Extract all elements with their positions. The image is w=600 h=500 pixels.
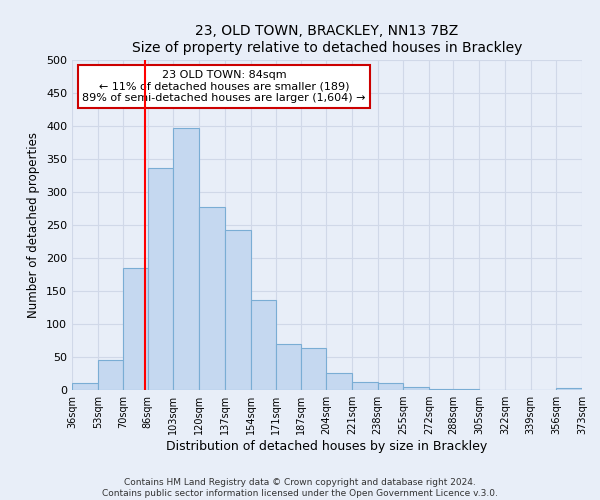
- Bar: [124, 268, 148, 390]
- Bar: [377, 384, 403, 390]
- Bar: [225, 230, 251, 390]
- Bar: [199, 207, 225, 390]
- X-axis label: Distribution of detached houses by size in Brackley: Distribution of detached houses by size …: [166, 440, 488, 453]
- Title: 23, OLD TOWN, BRACKLEY, NN13 7BZ
Size of property relative to detached houses in: 23, OLD TOWN, BRACKLEY, NN13 7BZ Size of…: [132, 24, 522, 54]
- Bar: [301, 348, 326, 390]
- Bar: [98, 360, 124, 390]
- Bar: [352, 382, 377, 390]
- Bar: [251, 300, 277, 390]
- Y-axis label: Number of detached properties: Number of detached properties: [28, 132, 40, 318]
- Bar: [454, 388, 479, 390]
- Bar: [277, 344, 301, 390]
- Bar: [173, 128, 199, 390]
- Bar: [72, 384, 98, 390]
- Bar: [556, 388, 582, 390]
- Bar: [326, 373, 352, 390]
- Bar: [429, 388, 454, 390]
- Text: Contains HM Land Registry data © Crown copyright and database right 2024.
Contai: Contains HM Land Registry data © Crown c…: [102, 478, 498, 498]
- Text: 23 OLD TOWN: 84sqm
← 11% of detached houses are smaller (189)
89% of semi-detach: 23 OLD TOWN: 84sqm ← 11% of detached hou…: [82, 70, 366, 103]
- Bar: [148, 168, 173, 390]
- Bar: [403, 386, 429, 390]
